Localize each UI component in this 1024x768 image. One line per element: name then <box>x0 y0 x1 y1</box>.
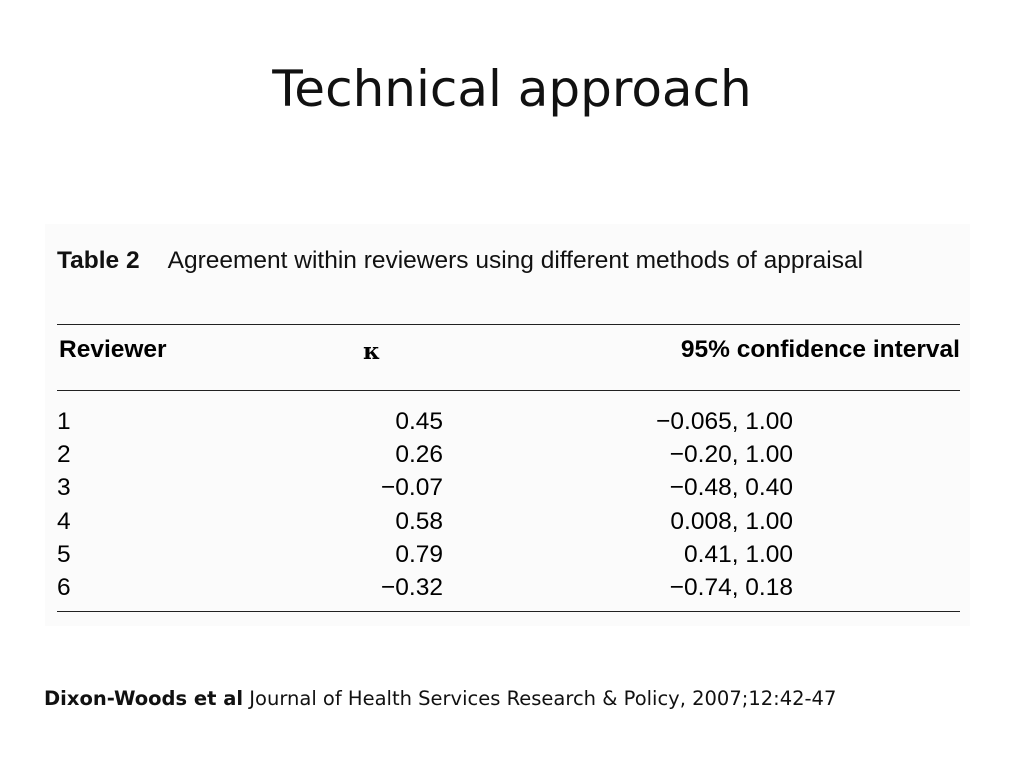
table-caption: Table 2 Agreement within reviewers using … <box>57 242 957 280</box>
table-header-row: Reviewer κ 95% confidence interval <box>45 336 970 376</box>
table-caption-text: Agreement within reviewers using differe… <box>167 247 864 274</box>
header-confidence-interval: 95% confidence interval <box>680 336 960 363</box>
table-row: 4 0.58 0.008, 1.00 <box>45 505 970 538</box>
cell-kappa: 0.45 <box>395 408 443 435</box>
table-row: 1 0.45 −0.065, 1.00 <box>45 405 970 438</box>
table-row: 3 −0.07 −0.48, 0.40 <box>45 471 970 504</box>
cell-reviewer: 5 <box>57 540 71 568</box>
cell-reviewer: 6 <box>57 573 71 601</box>
table-row: 2 0.26 −0.20, 1.00 <box>45 438 970 471</box>
table-row: 6 −0.32 −0.74, 0.18 <box>45 571 970 604</box>
cell-kappa: 0.26 <box>395 441 443 469</box>
cell-confidence-interval: −0.065, 1.00 <box>656 408 793 435</box>
header-reviewer: Reviewer <box>59 336 167 363</box>
table-rule-top <box>57 324 960 325</box>
cell-confidence-interval: 0.41, 1.00 <box>684 540 793 568</box>
citation-source: Journal of Health Services Research & Po… <box>249 687 837 710</box>
header-kappa: κ <box>363 338 381 365</box>
cell-confidence-interval: −0.20, 1.00 <box>669 441 793 469</box>
cell-reviewer: 1 <box>57 408 71 435</box>
table-image: Table 2 Agreement within reviewers using … <box>45 224 970 626</box>
table-body: 1 0.45 −0.065, 1.00 2 0.26 −0.20, 1.00 3… <box>45 405 970 604</box>
cell-kappa: −0.32 <box>381 573 443 601</box>
cell-reviewer: 4 <box>57 507 71 535</box>
cell-kappa: 0.58 <box>395 507 443 535</box>
cell-confidence-interval: 0.008, 1.00 <box>670 507 793 535</box>
cell-kappa: 0.79 <box>395 540 443 568</box>
cell-reviewer: 2 <box>57 441 71 469</box>
citation-author: Dixon-Woods et al <box>44 687 244 710</box>
cell-reviewer: 3 <box>57 474 71 502</box>
cell-confidence-interval: −0.74, 0.18 <box>669 573 793 601</box>
table-label: Table 2 <box>57 247 140 274</box>
citation: Dixon-Woods et al Journal of Health Serv… <box>44 684 944 714</box>
table-row: 5 0.79 0.41, 1.00 <box>45 538 970 571</box>
table-rule-header <box>57 390 960 391</box>
cell-confidence-interval: −0.48, 0.40 <box>669 474 793 502</box>
slide-title: Technical approach <box>272 60 752 118</box>
table-rule-bottom <box>57 611 960 612</box>
cell-kappa: −0.07 <box>381 474 443 502</box>
